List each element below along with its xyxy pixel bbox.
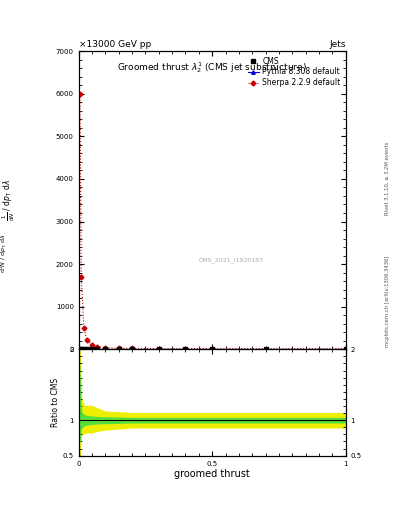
Pythia 8.308 default	[130, 346, 134, 352]
Text: mcplots.cern.ch [arXiv:1306.3436]: mcplots.cern.ch [arXiv:1306.3436]	[385, 255, 389, 347]
Sherpa 2.2.9 default	[103, 345, 108, 351]
CMS	[183, 346, 188, 352]
CMS	[79, 346, 84, 352]
Pythia 8.308 default	[210, 346, 215, 352]
Pythia 8.308 default	[116, 346, 121, 352]
Pythia 8.308 default	[95, 346, 100, 352]
CMS	[84, 346, 89, 352]
Text: Jets: Jets	[329, 39, 346, 49]
CMS	[343, 346, 348, 352]
Pythia 8.308 default	[90, 346, 94, 352]
CMS	[130, 346, 134, 352]
Text: ×13000 GeV pp: ×13000 GeV pp	[79, 39, 151, 49]
CMS	[82, 346, 86, 352]
Sherpa 2.2.9 default	[343, 346, 348, 352]
Sherpa 2.2.9 default	[210, 346, 215, 352]
Sherpa 2.2.9 default	[116, 345, 121, 351]
Text: Groomed thrust $\lambda_2^1$ (CMS jet substructure): Groomed thrust $\lambda_2^1$ (CMS jet su…	[117, 60, 307, 75]
Line: Sherpa 2.2.9 default: Sherpa 2.2.9 default	[78, 92, 347, 350]
CMS	[210, 346, 215, 352]
Pythia 8.308 default	[84, 346, 89, 352]
Text: CMS_2021_I1920187: CMS_2021_I1920187	[198, 257, 263, 263]
CMS	[156, 346, 161, 352]
CMS	[90, 346, 94, 352]
Pythia 8.308 default	[343, 346, 348, 352]
Pythia 8.308 default	[79, 346, 84, 352]
CMS	[95, 346, 100, 352]
Y-axis label: $\frac{1}{\mathrm{d}N}$ / $\mathrm{d}p_\mathrm{T}$ $\mathrm{d}\lambda$: $\frac{1}{\mathrm{d}N}$ / $\mathrm{d}p_\…	[1, 179, 17, 221]
Pythia 8.308 default	[183, 346, 188, 352]
Line: Pythia 8.308 default: Pythia 8.308 default	[78, 347, 347, 350]
Pythia 8.308 default	[263, 346, 268, 352]
Sherpa 2.2.9 default	[84, 337, 89, 343]
Pythia 8.308 default	[103, 346, 108, 352]
Sherpa 2.2.9 default	[77, 91, 82, 97]
CMS	[116, 346, 121, 352]
Line: CMS: CMS	[78, 347, 347, 350]
CMS	[263, 346, 268, 352]
Sherpa 2.2.9 default	[130, 346, 134, 352]
Sherpa 2.2.9 default	[82, 325, 86, 331]
Pythia 8.308 default	[156, 346, 161, 352]
Legend: CMS, Pythia 8.308 default, Sherpa 2.2.9 default: CMS, Pythia 8.308 default, Sherpa 2.2.9 …	[246, 55, 342, 89]
CMS	[77, 346, 82, 352]
Sherpa 2.2.9 default	[90, 342, 94, 348]
Pythia 8.308 default	[82, 346, 86, 352]
Text: $\mathrm{d}^2N$ / $\mathrm{d}p_\mathrm{T}$ $\mathrm{d}\lambda$: $\mathrm{d}^2N$ / $\mathrm{d}p_\mathrm{T…	[0, 233, 9, 273]
X-axis label: groomed thrust: groomed thrust	[174, 470, 250, 479]
Sherpa 2.2.9 default	[95, 344, 100, 350]
Text: Rivet 3.1.10, ≥ 3.2M events: Rivet 3.1.10, ≥ 3.2M events	[385, 141, 389, 215]
Pythia 8.308 default	[77, 346, 82, 352]
Sherpa 2.2.9 default	[156, 346, 161, 352]
Y-axis label: Ratio to CMS: Ratio to CMS	[51, 378, 60, 427]
Sherpa 2.2.9 default	[79, 274, 84, 280]
CMS	[103, 346, 108, 352]
